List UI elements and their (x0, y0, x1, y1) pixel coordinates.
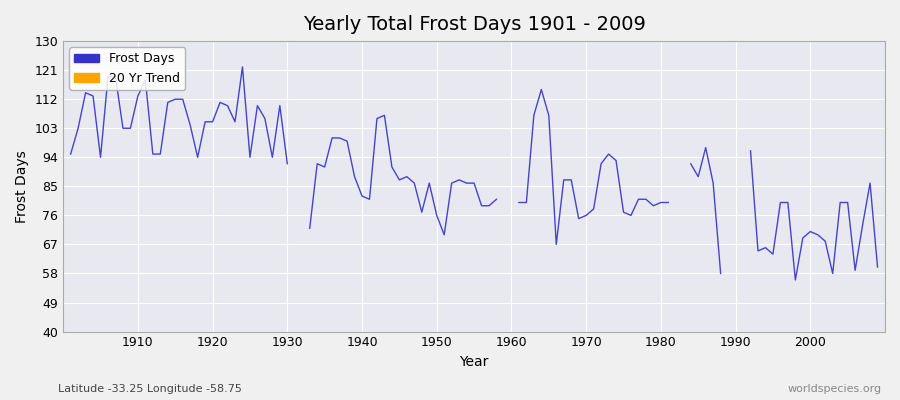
Text: worldspecies.org: worldspecies.org (788, 384, 882, 394)
Text: Latitude -33.25 Longitude -58.75: Latitude -33.25 Longitude -58.75 (58, 384, 242, 394)
Y-axis label: Frost Days: Frost Days (15, 150, 29, 223)
X-axis label: Year: Year (459, 355, 489, 369)
Legend: Frost Days, 20 Yr Trend: Frost Days, 20 Yr Trend (69, 47, 185, 90)
Title: Yearly Total Frost Days 1901 - 2009: Yearly Total Frost Days 1901 - 2009 (302, 15, 645, 34)
